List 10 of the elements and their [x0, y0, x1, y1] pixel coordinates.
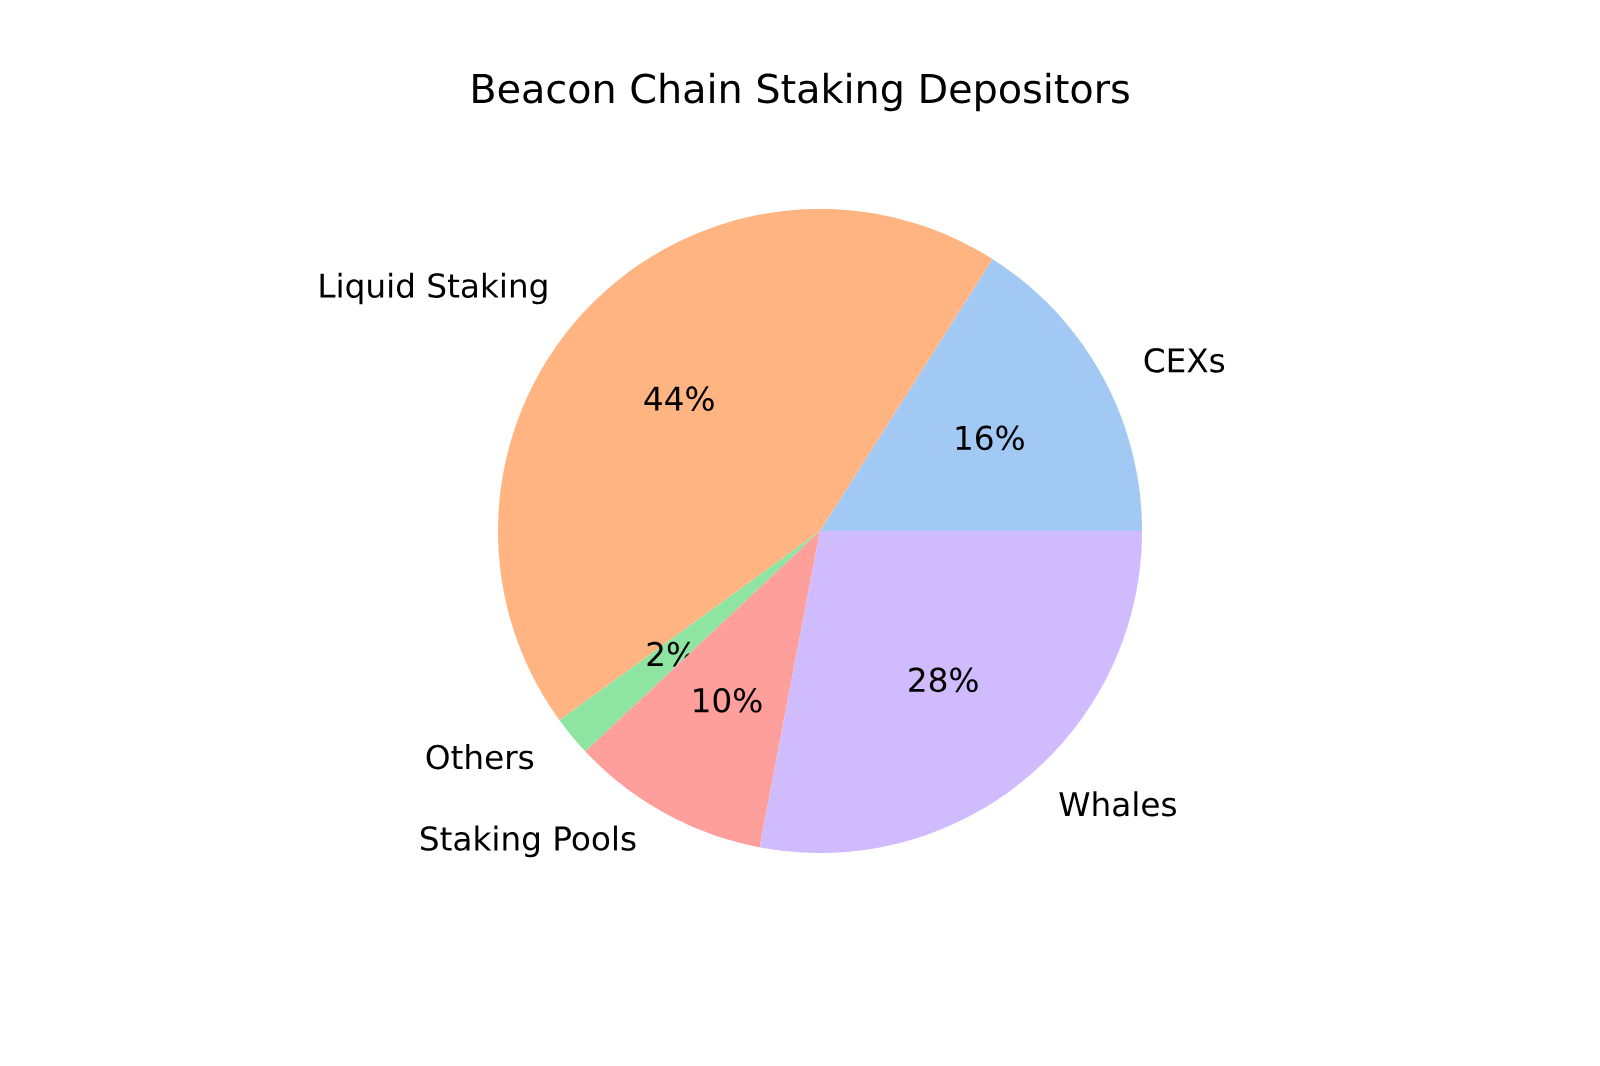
slice-label: Others — [426, 744, 534, 770]
data-label: 16% — [956, 425, 1024, 451]
data-label: 28% — [909, 667, 978, 693]
data-label: 10% — [694, 687, 762, 713]
slice-label: Liquid Staking — [320, 272, 547, 305]
chart-title: Beacon Chain Staking Depositors — [473, 72, 1129, 112]
slice-label: CEXs — [1144, 347, 1225, 373]
data-label: 44% — [644, 386, 714, 412]
slice-label: Whales — [1059, 791, 1176, 817]
slice-label: Staking Pools — [421, 825, 636, 858]
